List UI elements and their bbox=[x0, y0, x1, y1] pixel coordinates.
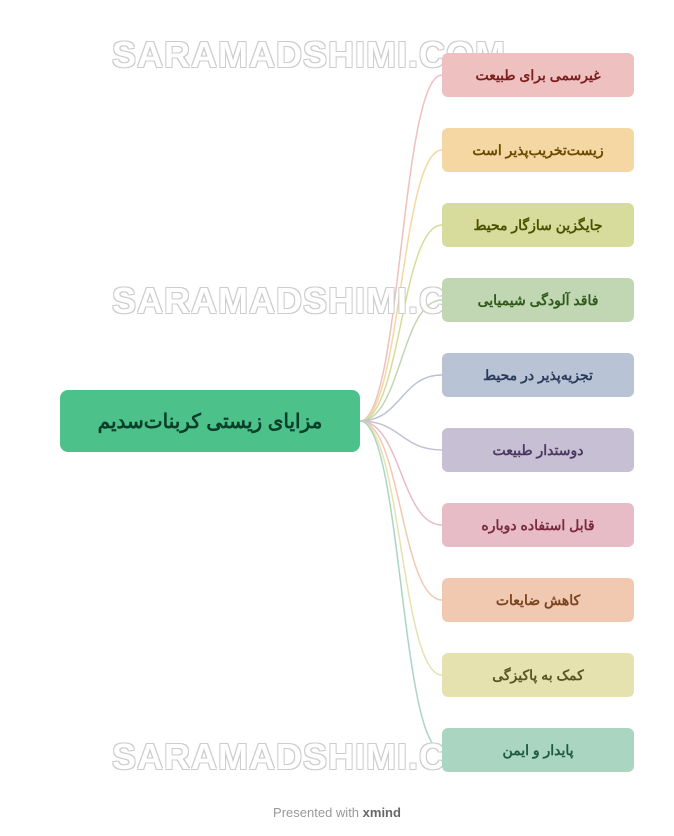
mindmap-canvas: مزایای زیستی کربنات‌سدیم SARAMADSHIMI.CO… bbox=[0, 0, 674, 836]
child-node-4[interactable]: تجزیه‌پذیر در محیط bbox=[442, 353, 634, 397]
child-node-8[interactable]: کمک به پاکیزگی bbox=[442, 653, 634, 697]
child-label: زیست‌تخریب‌پذیر است bbox=[472, 142, 603, 159]
child-node-7[interactable]: کاهش ضایعات bbox=[442, 578, 634, 622]
child-label: دوستدار طبیعت bbox=[493, 442, 584, 459]
child-node-9[interactable]: پایدار و ایمن bbox=[442, 728, 634, 772]
child-label: پایدار و ایمن bbox=[502, 742, 573, 759]
child-node-0[interactable]: غیرسمی برای طبیعت bbox=[442, 53, 634, 97]
child-node-2[interactable]: جایگزین سازگار محیط bbox=[442, 203, 634, 247]
footer-prefix: Presented with bbox=[273, 805, 363, 820]
root-node[interactable]: مزایای زیستی کربنات‌سدیم bbox=[60, 390, 360, 452]
child-label: قابل استفاده دوباره bbox=[481, 517, 594, 534]
child-node-5[interactable]: دوستدار طبیعت bbox=[442, 428, 634, 472]
child-node-6[interactable]: قابل استفاده دوباره bbox=[442, 503, 634, 547]
footer-brand: xmind bbox=[363, 805, 401, 820]
child-node-3[interactable]: فاقد آلودگی شیمیایی bbox=[442, 278, 634, 322]
child-label: کمک به پاکیزگی bbox=[492, 667, 584, 684]
child-label: غیرسمی برای طبیعت bbox=[475, 67, 600, 84]
footer: Presented with xmind bbox=[0, 805, 674, 820]
child-label: فاقد آلودگی شیمیایی bbox=[478, 292, 599, 309]
child-label: کاهش ضایعات bbox=[496, 592, 580, 609]
root-label: مزایای زیستی کربنات‌سدیم bbox=[98, 409, 323, 434]
child-node-1[interactable]: زیست‌تخریب‌پذیر است bbox=[442, 128, 634, 172]
child-label: تجزیه‌پذیر در محیط bbox=[483, 367, 593, 384]
child-label: جایگزین سازگار محیط bbox=[473, 217, 602, 234]
